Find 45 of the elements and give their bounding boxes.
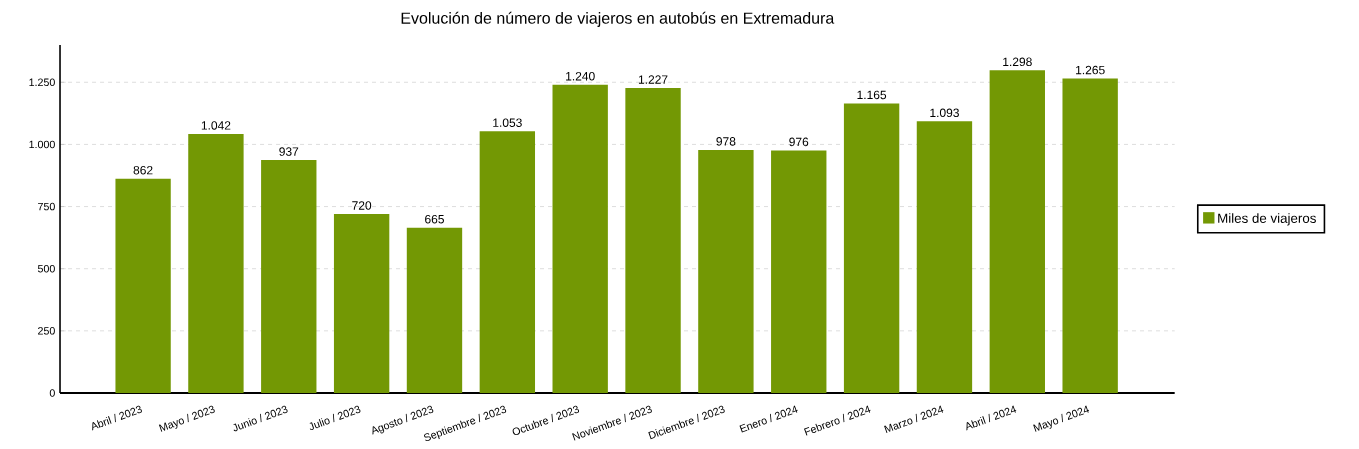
y-tick-label: 1.250 <box>29 78 55 87</box>
x-tick-label: Enero / 2024 <box>739 405 798 433</box>
data-label: 1.042 <box>201 121 231 130</box>
legend-label: Miles de viajeros <box>1218 213 1316 226</box>
bar <box>989 70 1045 393</box>
x-tick-label: Abril / 2024 <box>966 405 1017 431</box>
bar <box>916 121 973 393</box>
data-label: 862 <box>133 165 153 175</box>
y-tick-label: 750 <box>38 202 55 211</box>
data-label: 665 <box>425 214 444 224</box>
bar <box>261 160 317 393</box>
bar <box>843 103 900 393</box>
x-tick-label: Febrero / 2024 <box>803 405 871 436</box>
bar <box>115 178 171 393</box>
bar <box>406 227 463 393</box>
bar <box>625 88 681 393</box>
bar <box>771 150 827 393</box>
bar <box>552 84 608 393</box>
x-tick-label: Junio / 2023 <box>233 405 288 432</box>
chart-title: Evolución de número de viajeros en autobús en Extremadura <box>401 11 835 27</box>
data-label: 1.227 <box>638 75 668 84</box>
data-label: 720 <box>352 201 372 210</box>
y-tick-label: 1.000 <box>29 140 55 149</box>
data-label: 1.240 <box>566 72 595 81</box>
bar <box>1062 78 1118 393</box>
data-label: 1.093 <box>930 108 959 118</box>
bar <box>479 131 536 393</box>
data-label: 1.165 <box>857 90 887 100</box>
y-tick-label: 0 <box>49 389 55 397</box>
x-tick-label: Abril / 2023 <box>92 405 142 431</box>
data-label: 1.053 <box>493 118 522 127</box>
data-label: 1.265 <box>1076 65 1105 75</box>
x-tick-label: Mayo / 2023 <box>158 405 215 432</box>
bar <box>333 214 390 393</box>
bar <box>698 149 754 393</box>
data-label: 1.298 <box>1003 57 1032 67</box>
data-label: 976 <box>789 137 809 147</box>
x-tick-label: Marzo / 2024 <box>884 405 944 433</box>
bar <box>188 133 244 393</box>
data-label: 937 <box>279 147 299 156</box>
y-tick-label: 500 <box>37 264 55 273</box>
data-label: 978 <box>716 137 736 146</box>
x-tick-label: Mayo / 2024 <box>1033 405 1090 432</box>
y-tick-label: 250 <box>38 327 55 335</box>
x-tick-label: Julio / 2023 <box>309 405 361 431</box>
